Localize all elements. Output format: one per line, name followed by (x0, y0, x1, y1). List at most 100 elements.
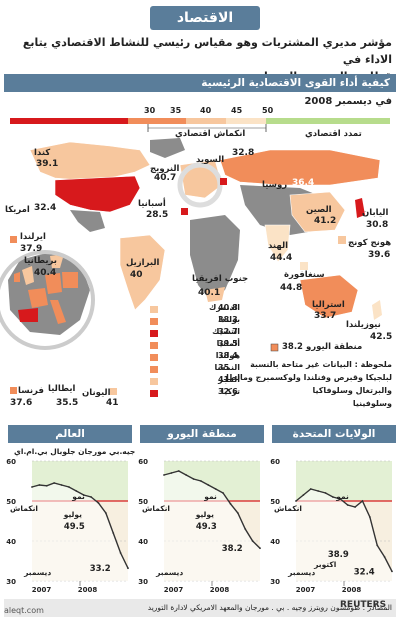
series-line (31, 482, 129, 569)
color-scale (10, 118, 390, 132)
singapore-marker (300, 262, 308, 270)
data-point (185, 474, 188, 476)
december-label: ديسمبر (155, 568, 183, 577)
value-russia: 36.4 (292, 178, 315, 188)
australia-shape (299, 274, 359, 319)
new-zealand-shape (372, 300, 382, 320)
value-singapore: 44.8 (280, 283, 303, 293)
data-point (112, 532, 115, 534)
data-point (302, 494, 305, 496)
december-label: ديسمبر (23, 568, 51, 577)
label-newzealand: نيوزيلندا (346, 320, 381, 330)
data-point (38, 484, 41, 486)
x-tick-2008: 2008 (342, 586, 362, 594)
series-area (164, 471, 260, 581)
data-point (53, 482, 56, 484)
data-point (244, 528, 247, 530)
europe-list-value: 41 (218, 375, 230, 384)
data-point (104, 512, 107, 514)
data-point (317, 490, 320, 492)
data-point (60, 484, 63, 486)
data-point (45, 484, 48, 487)
norway-inset-shape (50, 254, 64, 268)
x-tick-2007: 2007 (296, 586, 316, 594)
ireland-inset-shape (14, 272, 20, 282)
july-label: يوليو (195, 510, 214, 519)
data-point (90, 496, 92, 498)
reuters-logo: REUTERS (340, 600, 387, 610)
data-point (332, 496, 334, 498)
x-tick-2007: 2007 (32, 586, 52, 594)
brazil-shape (119, 234, 166, 311)
data-point (127, 567, 129, 570)
italy-inset-shape (50, 300, 66, 324)
label-france: فرنسا (18, 386, 44, 396)
europe-inset (8, 254, 90, 335)
label-canada: كندا (34, 148, 51, 158)
europe-list-item: بولندا 38.3 (160, 315, 240, 327)
chart-panel-usa: الولايات المتحدة (272, 425, 396, 443)
x-tick-2008: 2008 (210, 586, 230, 594)
europe-list-value: 38.4 (218, 351, 238, 360)
value-sweden: 32.8 (232, 148, 255, 158)
value-hongkong: 39.6 (368, 250, 391, 260)
series-line (163, 470, 261, 549)
value-italy: 35.5 (56, 398, 79, 408)
label-russia: روسيا (262, 180, 288, 190)
britain-inset-shape (22, 266, 34, 285)
scale-tick-30: 30 (144, 106, 156, 115)
data-point (31, 486, 33, 488)
chart-title-eurozone: منطقة اليورو (140, 425, 264, 443)
value-canada: 39.1 (36, 159, 59, 169)
note-line-1: ملحوظة : البيانات غير متاحة بالنسبة (250, 360, 392, 369)
europe-list-name: تركيا (221, 387, 240, 396)
poland-inset-shape (62, 272, 78, 288)
value-usa: 32.4 (34, 203, 57, 213)
europe-list-name: بولندا (218, 315, 240, 324)
value-spain: 28.5 (146, 210, 169, 220)
data-point (391, 570, 393, 573)
label-usa: امريكا (5, 205, 30, 215)
watermark: aleqt.com (4, 606, 44, 615)
october-value: 38.9 (328, 550, 349, 560)
label-britain: بريطانيا (24, 256, 57, 266)
x-tick-2008: 2008 (78, 586, 98, 594)
label-spain: أسبانيا (138, 199, 166, 209)
data-point (259, 547, 261, 550)
y-tick-label: 40 (138, 538, 148, 546)
value-britain: 40.4 (34, 268, 57, 278)
data-point (324, 492, 327, 494)
data-point (75, 490, 78, 492)
december-label: ديسمبر (287, 568, 315, 577)
series-area (32, 483, 128, 581)
note-line-3: والبرتغال وسلوفاكيا (312, 386, 393, 395)
y-tick-label: 50 (270, 498, 280, 506)
value-newzealand: 42.5 (370, 332, 393, 342)
data-point (376, 544, 379, 547)
y-tick-label: 60 (270, 458, 280, 466)
y-tick-label: 40 (270, 538, 280, 546)
europe-list-name: هولندا (215, 351, 240, 360)
europe-list-name: ألمانيا (216, 339, 240, 348)
value-france: 37.6 (10, 398, 33, 408)
label-greece: اليونان (82, 388, 111, 398)
europe-list-item: هولندا 38.4 (160, 351, 240, 363)
scale-tick-35: 35 (170, 106, 182, 115)
value-norway: 40.7 (154, 173, 177, 183)
october-label: اكتوبر (313, 560, 336, 569)
data-point (354, 506, 356, 508)
europe-list-item: المجر 41 (160, 375, 240, 387)
south-africa-shape (205, 287, 225, 302)
july-label: يوليو (63, 510, 82, 519)
label-singapore: سنغافورة (284, 270, 325, 280)
y-tick-label: 50 (6, 498, 16, 506)
data-point (361, 500, 364, 502)
note-line-4: وسلوفينيا (352, 399, 392, 408)
y-tick-label: 30 (270, 578, 280, 586)
date-label: في ديسمبر 2008 (304, 96, 392, 107)
europe-list-value: 40.8 (218, 303, 238, 312)
label-india: الهند (268, 241, 289, 251)
december-value: 38.2 (222, 544, 243, 554)
data-point (214, 488, 217, 490)
